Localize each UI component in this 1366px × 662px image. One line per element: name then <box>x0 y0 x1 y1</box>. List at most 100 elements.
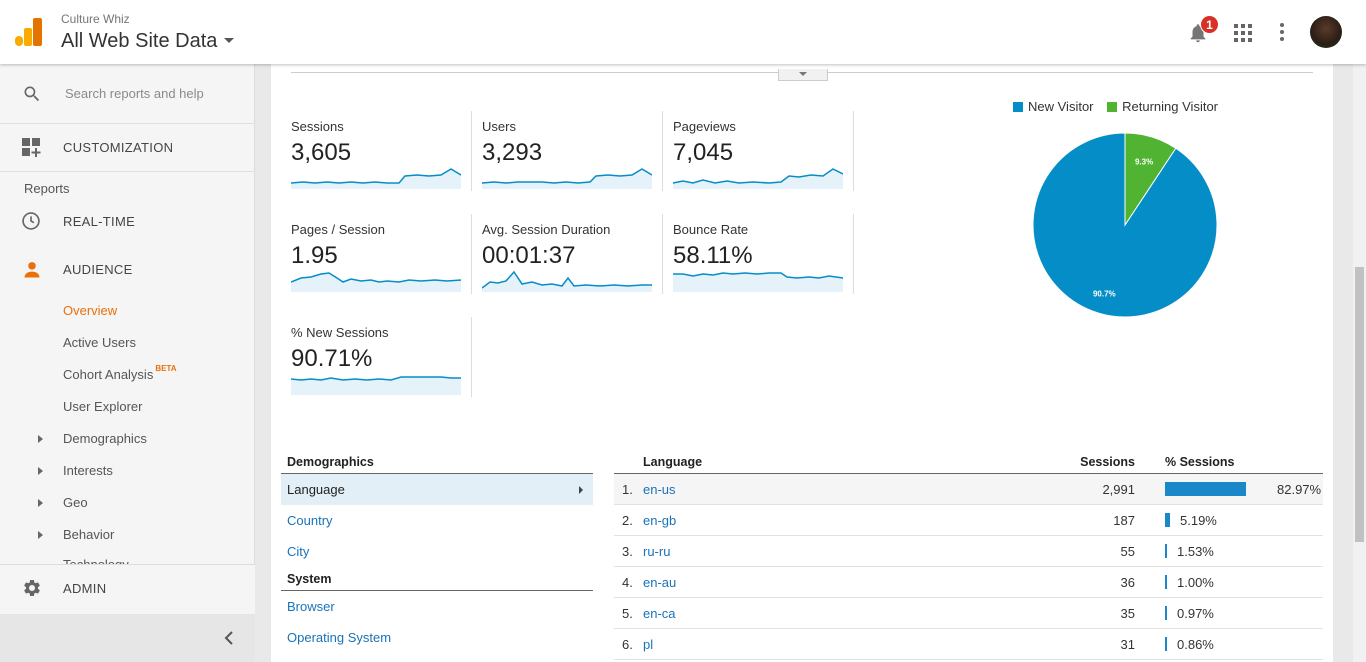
nav-user-explorer[interactable]: User Explorer <box>63 399 143 414</box>
pie-slice-returning-visitor[interactable] <box>1124 133 1177 227</box>
nav-interests[interactable]: Interests <box>63 463 113 478</box>
nav-cohort-analysis[interactable]: Cohort Analysis BETA <box>63 364 177 382</box>
language-table: Language Sessions % Sessions 1. en-us 2,99… <box>614 454 1323 660</box>
sessions-value: 31 <box>1120 637 1135 652</box>
column-header-pct-sessions: % Sessions <box>1165 455 1235 469</box>
pie-chart[interactable]: 90.7% 9.3% <box>1033 133 1217 317</box>
nav-demographics[interactable]: Demographics <box>63 431 147 446</box>
table-row: 2. en-gb 187 5.19% <box>614 505 1323 536</box>
metric-value: 90.71% <box>291 345 373 372</box>
chart-legend: New Visitor Returning Visitor <box>1013 99 1228 114</box>
apps-grid-icon[interactable] <box>1234 24 1252 42</box>
nav-realtime[interactable]: REAL-TIME <box>0 198 255 246</box>
nav-behavior[interactable]: Behavior <box>63 527 115 542</box>
system-heading: System <box>281 571 593 591</box>
dimension-country[interactable]: Country <box>287 513 333 528</box>
nav-cohort-analysis-label: Cohort Analysis <box>63 367 154 382</box>
language-link[interactable]: en-au <box>643 575 677 590</box>
dimension-city[interactable]: City <box>287 544 310 559</box>
metric-pages-per-session[interactable]: Pages / Session 1.95 <box>271 214 472 306</box>
avatar[interactable] <box>1310 16 1342 48</box>
table-header: Language Sessions % Sessions <box>614 454 1323 474</box>
scrollbar-thumb[interactable] <box>1355 267 1364 542</box>
sparkline <box>291 376 461 395</box>
language-link[interactable]: pl <box>643 637 654 652</box>
dimension-language[interactable]: Language <box>281 474 593 505</box>
metric-label: Pageviews <box>673 119 736 134</box>
expand-arrow-icon[interactable] <box>38 499 43 507</box>
pct-bar <box>1165 575 1167 589</box>
nav-overview[interactable]: Overview <box>63 303 118 318</box>
metric-users[interactable]: Users 3,293 <box>462 111 663 203</box>
row-index: 3. <box>622 544 633 559</box>
reports-heading: Reports <box>24 181 70 196</box>
metric-label: % New Sessions <box>291 325 389 340</box>
top-header: Culture Whiz All Web Site Data 1 <box>0 0 1366 64</box>
sessions-value: 187 <box>1113 513 1135 528</box>
table-body: 1. en-us 2,991 82.97% 2. en-gb 187 5.19% 3. ru-ru… <box>614 474 1323 660</box>
nav-admin[interactable]: ADMIN <box>0 564 255 614</box>
expand-arrow-icon[interactable] <box>38 435 43 443</box>
chart-collapse-handle[interactable] <box>778 69 828 81</box>
language-link[interactable]: en-us <box>643 482 676 497</box>
nav-geo[interactable]: Geo <box>63 495 88 510</box>
dimension-selector: Demographics Language Country City Syste… <box>281 454 593 653</box>
legend-item-new-visitor[interactable]: New Visitor <box>1013 99 1094 114</box>
sparkline <box>673 168 843 189</box>
column-header-sessions: Sessions <box>1080 455 1135 469</box>
column-header-language: Language <box>643 455 703 469</box>
metric-sessions[interactable]: Sessions 3,605 <box>271 111 472 203</box>
sessions-value: 36 <box>1120 575 1135 590</box>
table-row: 5. en-ca 35 0.97% <box>614 598 1323 629</box>
account-name[interactable]: Culture Whiz <box>61 12 130 26</box>
pct-value: 1.00% <box>1177 575 1214 590</box>
table-row: 1. en-us 2,991 82.97% <box>614 474 1323 505</box>
pct-value: 0.97% <box>1177 606 1214 621</box>
metric-pageviews[interactable]: Pageviews 7,045 <box>653 111 854 203</box>
search-input[interactable]: Search reports and help <box>65 86 204 101</box>
expand-arrow-icon[interactable] <box>38 531 43 539</box>
row-index: 1. <box>622 482 633 497</box>
nav-technology[interactable]: Technology <box>63 557 129 564</box>
nav-customization[interactable]: CUSTOMIZATION <box>0 124 255 172</box>
legend-swatch <box>1107 102 1118 112</box>
legend-label: New Visitor <box>1028 99 1094 114</box>
sparkline <box>291 272 461 292</box>
language-link[interactable]: en-ca <box>643 606 676 621</box>
nav-active-users[interactable]: Active Users <box>63 335 136 350</box>
row-index: 2. <box>622 513 633 528</box>
demographics-heading: Demographics <box>281 454 593 474</box>
clock-icon <box>22 212 40 230</box>
nav-audience[interactable]: AUDIENCE <box>0 246 255 294</box>
sessions-value: 2,991 <box>1102 482 1135 497</box>
metric-bounce-rate[interactable]: Bounce Rate 58.11% <box>653 214 854 306</box>
collapse-sidebar-button[interactable] <box>0 614 255 662</box>
pie-data-label: 90.7% <box>1093 290 1116 299</box>
metric-label: Bounce Rate <box>673 222 749 237</box>
language-link[interactable]: ru-ru <box>643 544 671 559</box>
pct-value: 5.19% <box>1180 513 1217 528</box>
analytics-logo-icon[interactable] <box>15 18 43 46</box>
chevron-down-icon[interactable] <box>224 38 234 43</box>
notification-badge[interactable]: 1 <box>1200 15 1219 34</box>
pct-bar <box>1165 606 1167 620</box>
metric-value: 3,293 <box>482 139 543 166</box>
pct-bar <box>1165 513 1170 527</box>
language-link[interactable]: en-gb <box>643 513 677 528</box>
sessions-value: 55 <box>1120 544 1135 559</box>
dimension-browser[interactable]: Browser <box>287 599 335 614</box>
beta-badge: BETA <box>155 364 177 373</box>
chevron-left-icon <box>224 631 233 645</box>
search-box[interactable]: Search reports and help <box>0 64 255 124</box>
metric-label: Pages / Session <box>291 222 385 237</box>
metric-value: 3,605 <box>291 139 352 166</box>
metric-avg-session-duration[interactable]: Avg. Session Duration 00:01:37 <box>462 214 663 306</box>
expand-arrow-icon[interactable] <box>38 467 43 475</box>
dimension-operating-system[interactable]: Operating System <box>287 630 392 645</box>
metric-new-sessions[interactable]: % New Sessions 90.71% <box>271 317 472 409</box>
more-vert-icon[interactable] <box>1280 23 1284 41</box>
nav-realtime-label: REAL-TIME <box>63 214 136 229</box>
legend-item-returning-visitor[interactable]: Returning Visitor <box>1107 99 1218 114</box>
property-selector[interactable]: All Web Site Data <box>61 30 218 52</box>
chevron-right-icon <box>579 486 583 494</box>
